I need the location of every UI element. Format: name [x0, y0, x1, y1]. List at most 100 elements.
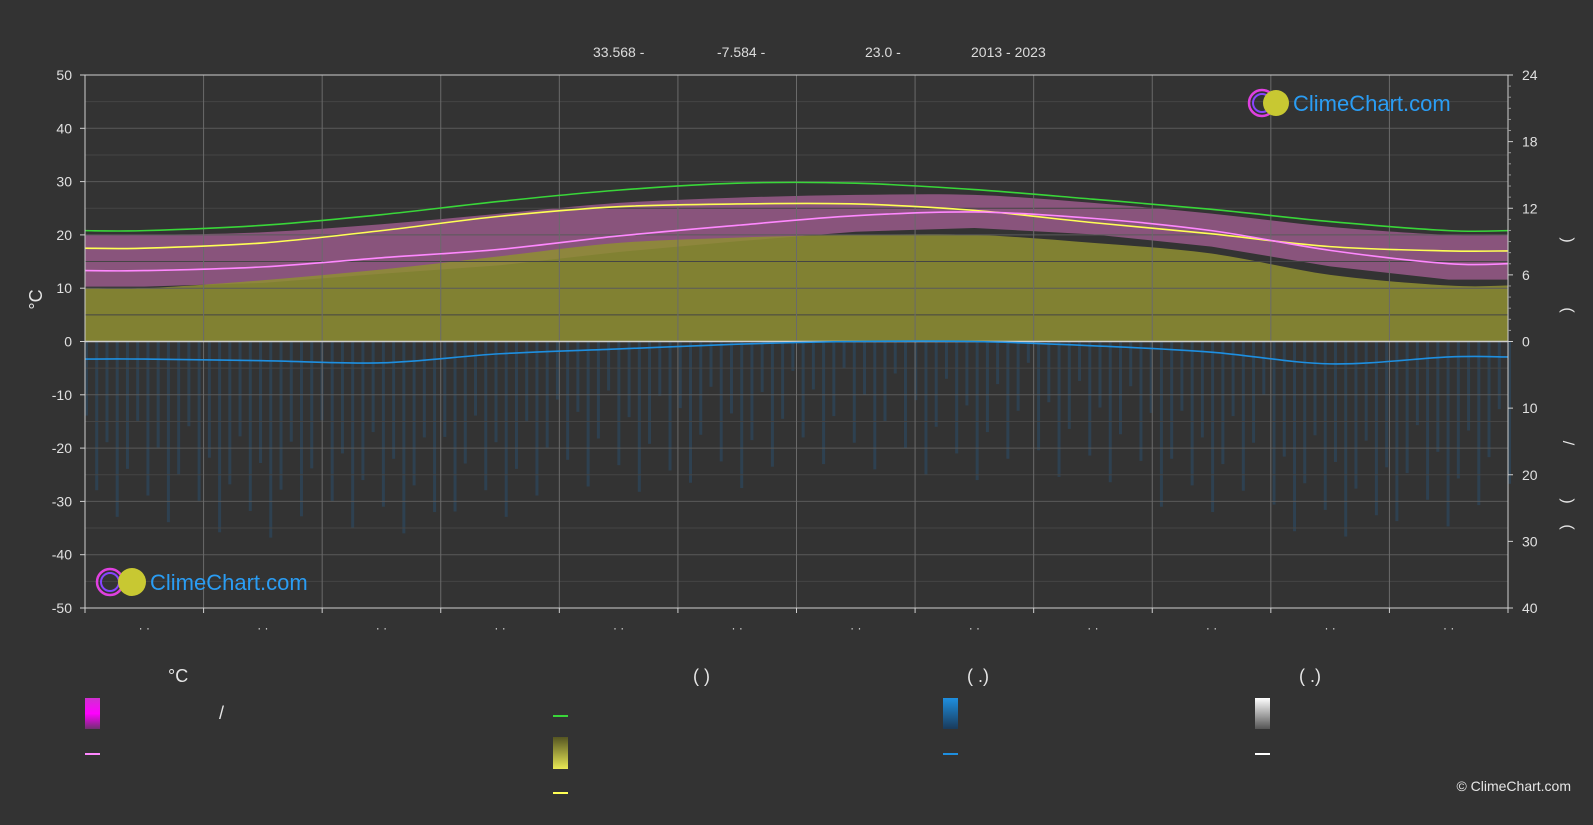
- precip-bar: [1221, 341, 1225, 465]
- precip-bar: [1477, 341, 1481, 506]
- precip-bar: [883, 341, 887, 422]
- precip-bar: [1098, 341, 1102, 408]
- precip-bar: [689, 341, 693, 483]
- x-tick-label: · ·: [850, 621, 861, 635]
- precip-bar: [658, 341, 662, 396]
- precip-bar: [770, 341, 774, 467]
- legend-temp-heading: °C: [168, 666, 189, 686]
- rain-line: [84, 340, 1509, 365]
- right-axis-label-glyph: (: [1559, 524, 1576, 530]
- precip-bar: [1395, 341, 1399, 522]
- precip-bar: [1252, 341, 1256, 443]
- legend-slash: /: [219, 703, 225, 723]
- right-axis-label-glyph: ): [1559, 498, 1576, 503]
- precip-bar: [1303, 341, 1307, 484]
- precip-bar: [1323, 341, 1327, 510]
- precip-bar: [95, 341, 99, 491]
- precip-bar: [474, 341, 478, 416]
- left-tick-label: 50: [56, 67, 72, 83]
- precip-bar: [361, 341, 365, 481]
- left-tick-label: 0: [64, 334, 72, 350]
- right-tick-label: 24: [1522, 67, 1538, 83]
- precip-bar: [85, 341, 88, 416]
- x-tick-label: · ·: [257, 621, 268, 635]
- precip-bar: [463, 341, 467, 464]
- logo-sun-icon: [118, 568, 146, 596]
- right-tick-label: 18: [1522, 134, 1538, 150]
- right-tick-label: 10: [1522, 400, 1538, 416]
- precip-bar: [1159, 341, 1163, 507]
- precip-bar: [259, 341, 263, 464]
- precip-bar: [1344, 341, 1348, 537]
- precip-bar: [791, 341, 795, 371]
- precip-bar: [1313, 341, 1317, 436]
- precip-bar: [218, 341, 222, 533]
- precip-bar: [955, 341, 959, 454]
- precip-bar: [914, 341, 918, 401]
- precip-bar: [996, 341, 1000, 385]
- logo-bottom: ClimeChart.com: [95, 567, 308, 597]
- precip-bar: [392, 341, 396, 459]
- x-tick-label: · ·: [139, 621, 150, 635]
- precip-bar: [709, 341, 713, 387]
- legend-sunshine-line-swatch: [553, 792, 568, 794]
- precip-bar: [944, 341, 948, 379]
- precip-bar: [627, 341, 631, 418]
- precip-bar: [852, 341, 856, 443]
- precip-bar: [269, 341, 273, 538]
- precip-bar: [699, 341, 703, 435]
- precip-bar: [576, 341, 580, 412]
- precip-bar: [177, 341, 181, 475]
- precip-bar: [494, 341, 498, 443]
- chart-lines: [84, 181, 1509, 365]
- precip-bar: [586, 341, 590, 487]
- precip-bar: [228, 341, 232, 485]
- axes: 50 40 30 20 10 0 -10 -20 -30 -40 -50 °C 24 18 12 6 0 10 20…: [26, 67, 1576, 635]
- precip-bar: [207, 341, 211, 458]
- legend-snow-line-swatch: [1255, 753, 1270, 755]
- precip-bar: [678, 341, 682, 409]
- legend-mean-temp-swatch: [85, 753, 100, 755]
- left-tick-label: 20: [56, 227, 72, 243]
- precip-bar: [248, 341, 252, 511]
- precip-bar: [1508, 341, 1511, 484]
- right-tick-label: 0: [1522, 334, 1530, 350]
- legend-snow-heading: ( .): [1299, 666, 1321, 686]
- precip-bar: [514, 341, 518, 469]
- precip-bar: [1026, 341, 1030, 363]
- precip-bar: [1487, 341, 1491, 458]
- precip-bar: [1118, 341, 1122, 435]
- precip-bar: [637, 341, 641, 492]
- precip-bar: [1426, 341, 1430, 500]
- max-temp-line: [84, 181, 1509, 233]
- precip-bar: [1467, 341, 1471, 431]
- right-axis-label-glyph: (: [1559, 307, 1576, 313]
- mean-temp-line: [84, 211, 1509, 272]
- left-tick-label: -10: [52, 387, 72, 403]
- right-axis-label-glyph: ): [1559, 237, 1576, 242]
- precip-bar: [1200, 341, 1204, 438]
- precip-bar: [1333, 341, 1337, 462]
- precip-bar: [1016, 341, 1020, 411]
- legend-rain-line-swatch: [943, 753, 958, 755]
- x-tick-label: · ·: [494, 621, 505, 635]
- precip-bar: [1037, 341, 1041, 451]
- precip-bar: [985, 341, 989, 433]
- precip-bar: [1170, 341, 1174, 459]
- precip-bar: [453, 341, 457, 512]
- right-axis-label-glyph: /: [1559, 441, 1576, 446]
- right-tick-label: 20: [1522, 467, 1538, 483]
- precip-bar: [1139, 341, 1143, 461]
- precip-bar: [1006, 341, 1010, 459]
- precip-bar: [1272, 341, 1276, 505]
- legend-snow-swatch: [1255, 698, 1270, 729]
- precip-bar: [1149, 341, 1153, 413]
- legend-sunshine-swatch: [553, 737, 568, 769]
- precip-bar: [832, 341, 836, 417]
- precip-bar: [433, 341, 437, 513]
- precip-bar: [750, 341, 754, 441]
- precip-bar: [1436, 341, 1440, 452]
- precip-bar: [596, 341, 600, 439]
- left-tick-label: -40: [52, 547, 72, 563]
